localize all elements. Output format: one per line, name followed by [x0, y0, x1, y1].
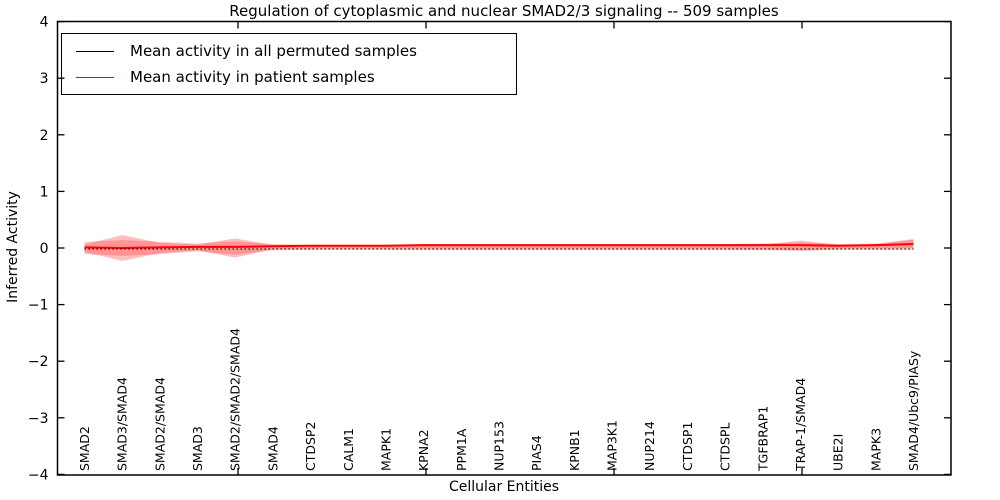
- patient-activity-spread-peaks: [84, 234, 914, 262]
- x-category-label: PIAS4: [529, 435, 544, 471]
- patient-mean-line: [84, 243, 914, 250]
- legend-line-swatch-black: [76, 50, 114, 52]
- patient-activity-spread-outer: [84, 238, 914, 256]
- legend-label: Mean activity in patient samples: [130, 68, 375, 86]
- legend-line-swatch-red: [76, 76, 114, 78]
- x-category-label: SMAD3: [190, 426, 205, 471]
- x-category-label: MAPK1: [378, 428, 393, 471]
- axes-frame: [56, 20, 952, 476]
- x-category-label: MAP3K1: [605, 420, 620, 471]
- x-category-label: CTDSP1: [680, 422, 695, 471]
- x-category-label: CALM1: [341, 428, 356, 471]
- x-category-label: CTDSPL: [718, 423, 733, 471]
- legend-entry-patient: Mean activity in patient samples: [76, 68, 516, 86]
- legend-entry-permuted: Mean activity in all permuted samples: [76, 42, 516, 60]
- y-tick-label: 3: [40, 71, 49, 87]
- x-category-label: MAPK3: [868, 428, 883, 471]
- x-category-label: SMAD2/SMAD2/SMAD4: [228, 328, 243, 471]
- y-tick-label: −3: [28, 411, 49, 427]
- x-category-label: CTDSP2: [303, 422, 318, 471]
- x-category-label: NUP153: [492, 421, 507, 471]
- x-category-label: TGFBRAP1: [755, 406, 770, 472]
- y-tick-label: −2: [28, 354, 49, 370]
- y-tick-label: −1: [28, 298, 49, 314]
- chart-title: Regulation of cytoplasmic and nuclear SM…: [229, 2, 779, 20]
- x-category-label: SMAD4: [265, 426, 280, 471]
- y-tick-label: 4: [40, 15, 49, 31]
- x-category-label: SMAD4/Ubc9/PIASy: [906, 350, 921, 471]
- x-category-label: KPNB1: [567, 429, 582, 471]
- legend-label: Mean activity in all permuted samples: [130, 42, 417, 60]
- y-tick-label: 0: [40, 241, 49, 257]
- x-category-label: PPM1A: [454, 428, 469, 471]
- legend: Mean activity in all permuted samples Me…: [61, 33, 517, 95]
- x-axis-label: Cellular Entities: [448, 479, 560, 495]
- x-category-label: SMAD3/SMAD4: [115, 377, 130, 471]
- x-category-label: NUP214: [642, 421, 657, 471]
- y-tick-label: 2: [40, 128, 49, 144]
- x-category-label: SMAD2/SMAD4: [152, 377, 167, 471]
- x-category-label: SMAD2: [77, 426, 92, 471]
- x-category-label: TRAP-1/SMAD4: [793, 378, 808, 472]
- y-tick-label: −4: [28, 467, 49, 483]
- y-tick-label: 1: [40, 184, 49, 200]
- x-category-label: KPNA2: [416, 429, 431, 471]
- x-category-label: UBE2I: [831, 434, 846, 471]
